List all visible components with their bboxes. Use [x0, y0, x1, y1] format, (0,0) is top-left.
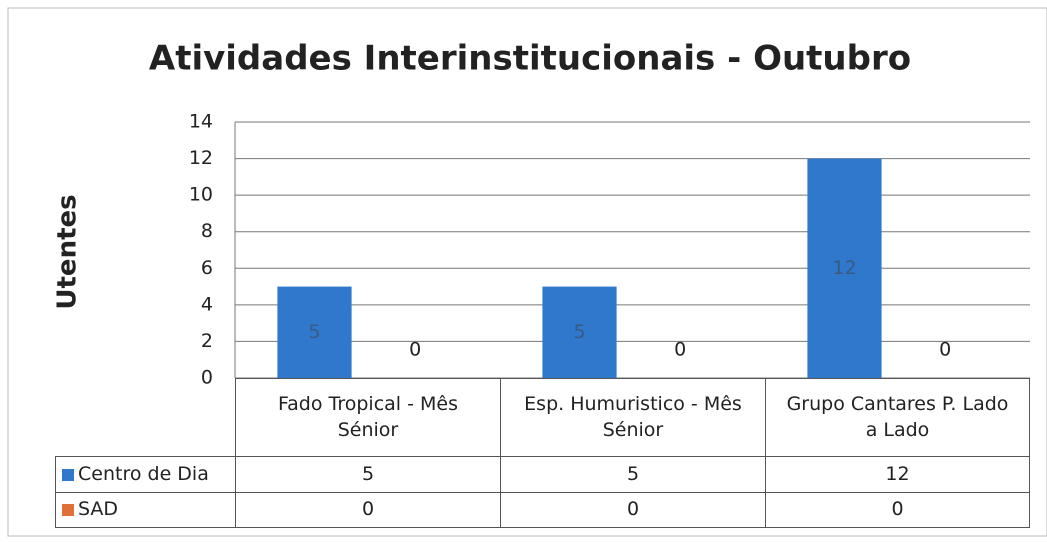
chart-border: [7, 7, 1047, 537]
x-tick-label: Esp. Humuristico - Mês Sénior: [500, 378, 765, 456]
y-tick-label: 10: [189, 184, 213, 206]
legend-swatch: [62, 504, 74, 516]
legend-swatch: [62, 468, 74, 481]
data-label: 12: [832, 257, 856, 279]
legend-label: SAD: [78, 498, 119, 521]
y-tick-label: 8: [201, 220, 213, 242]
y-tick-label: 12: [189, 147, 213, 169]
legend-label: Centro de Dia: [78, 462, 209, 485]
table-cell: 0: [765, 492, 1030, 528]
table-cell: 0: [500, 492, 765, 528]
table-cell: 0: [235, 492, 500, 528]
table-cell: 5: [500, 456, 765, 492]
data-label: 0: [409, 339, 421, 361]
table-cell: 5: [235, 456, 500, 492]
y-tick-label: 14: [189, 111, 213, 133]
x-tick-label: Fado Tropical - Mês Sénior: [235, 378, 500, 456]
data-label: 0: [674, 339, 686, 361]
table-cell: 12: [765, 456, 1030, 492]
y-tick-label: 2: [201, 330, 213, 352]
bar: [277, 286, 352, 378]
legend-entry: SAD: [55, 492, 235, 528]
y-tick-label: 6: [201, 257, 213, 279]
chart-title: Atividades Interinstitucionais - Outubro: [149, 39, 911, 79]
data-label: 5: [573, 321, 585, 343]
bar: [807, 158, 882, 378]
bar: [542, 286, 617, 378]
x-tick-label: Grupo Cantares P. Lado a Lado: [765, 378, 1030, 456]
data-label: 0: [939, 339, 951, 361]
y-axis-label: Utentes: [53, 194, 83, 309]
y-tick-label: 0: [201, 367, 213, 389]
legend-entry: Centro de Dia: [55, 456, 235, 492]
y-tick-label: 4: [201, 293, 213, 315]
data-label: 5: [308, 321, 320, 343]
